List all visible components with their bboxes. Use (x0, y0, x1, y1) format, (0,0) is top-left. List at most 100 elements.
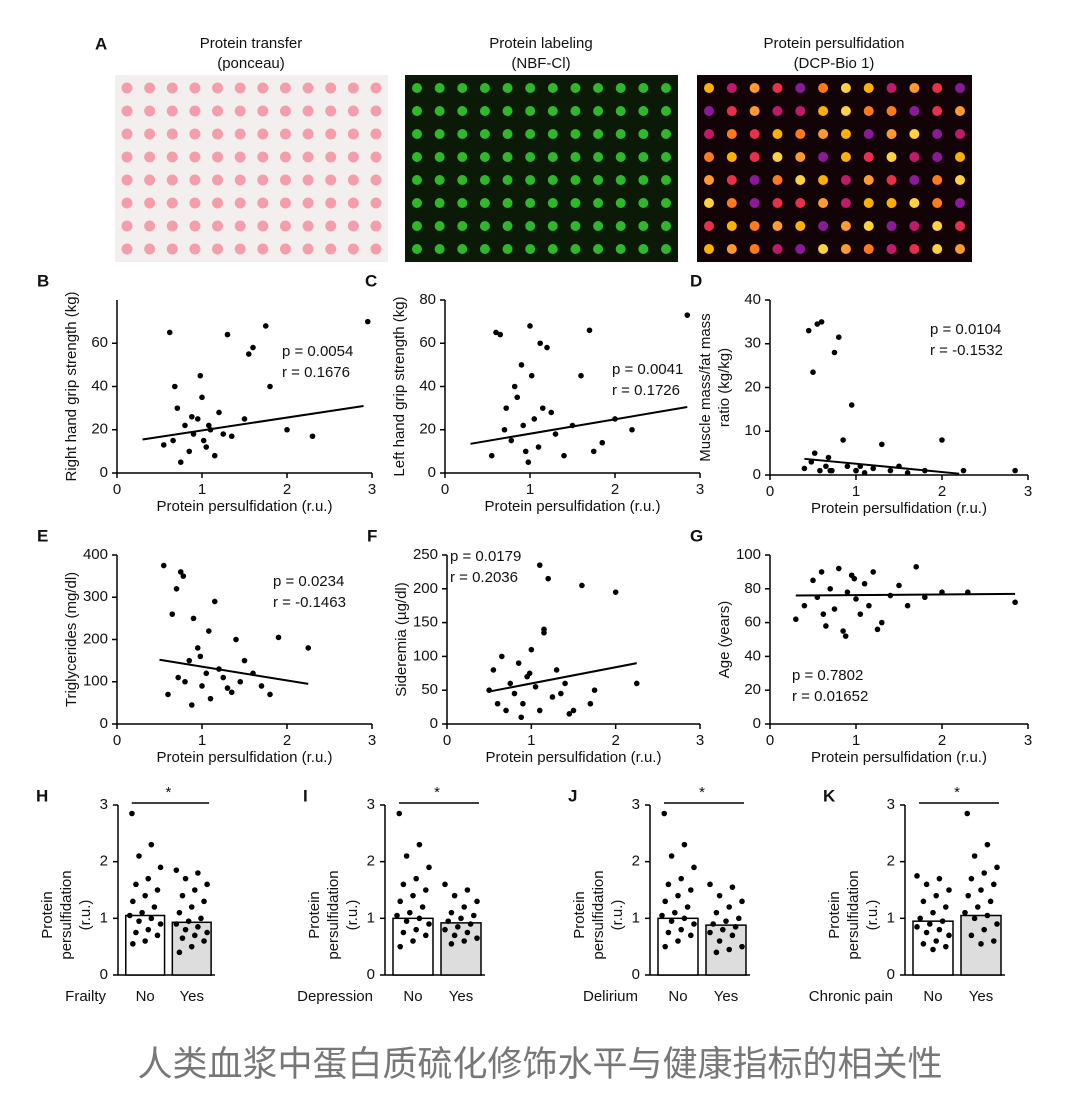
point (200, 437, 207, 444)
point (823, 623, 829, 629)
blot-dot (726, 175, 737, 185)
point (241, 416, 248, 422)
point (691, 921, 697, 927)
y-tick-label: 2 (887, 853, 895, 870)
blot-dot (279, 243, 291, 255)
point (810, 369, 816, 375)
blot-dot (257, 128, 269, 140)
blot-dot (955, 83, 965, 93)
blot-dot (615, 83, 626, 93)
caption: 人类血浆中蛋白质硫化修饰水平与健康指标的相关性 (137, 1045, 942, 1085)
blot-dot (661, 221, 671, 231)
point (175, 674, 181, 681)
point (844, 463, 851, 470)
point (228, 689, 235, 696)
blot-dot (234, 105, 246, 117)
blot-dot (457, 152, 468, 162)
blot-dot (818, 221, 829, 231)
y-axis-label: (r.u.) (609, 900, 626, 931)
blot-dot (818, 175, 829, 185)
blot-dot (795, 221, 806, 231)
point (503, 707, 509, 714)
point (515, 660, 522, 666)
blot-dot (749, 198, 760, 208)
point (811, 450, 818, 456)
point (262, 323, 269, 329)
blot-dot (547, 106, 558, 116)
blot-dot (257, 220, 269, 232)
point (173, 921, 180, 927)
point (203, 670, 210, 677)
blot-dot (749, 129, 760, 139)
point (964, 810, 971, 817)
blot-dot (166, 82, 178, 94)
blot-dot (840, 221, 851, 231)
blot-dot (412, 198, 422, 208)
point (442, 881, 448, 888)
blot-dot (932, 152, 943, 162)
blot-dot (166, 174, 178, 186)
point (245, 351, 252, 357)
point (177, 569, 184, 575)
point (548, 409, 555, 416)
point (130, 898, 136, 905)
point (820, 611, 827, 617)
blot-dot (212, 105, 224, 117)
point (981, 870, 987, 876)
point (145, 926, 152, 933)
blot-dot (479, 244, 490, 254)
panel-label: J (568, 786, 577, 805)
panel-label: D (690, 271, 702, 290)
x-tick-label: 1 (198, 732, 206, 749)
blot-dot (615, 175, 626, 185)
x-axis-label: Protein persulfidation (r.u.) (485, 498, 661, 515)
blot-dot (479, 83, 490, 93)
point (823, 463, 829, 470)
blot-dot (547, 244, 558, 254)
blot-dot (795, 129, 806, 139)
point (831, 606, 838, 612)
blot-dot (212, 82, 224, 94)
point (182, 678, 188, 685)
blot-dot (302, 220, 314, 232)
point (142, 938, 148, 944)
y-tick-label: 0 (100, 464, 108, 481)
y-axis-label: Muscle mass/fat mass (697, 313, 714, 461)
image-title: Protein transfer (200, 35, 303, 52)
x-tick-label: 2 (611, 732, 619, 749)
image-title: Protein labeling (489, 35, 592, 52)
point (629, 426, 635, 433)
y-tick-label: 150 (413, 614, 438, 631)
x-tick-label: 0 (113, 481, 121, 498)
x-tick-label: Yes (969, 988, 993, 1005)
y-tick-label: 100 (736, 546, 761, 563)
blot-dot (121, 128, 133, 140)
x-axis-label: Protein persulfidation (r.u.) (486, 749, 662, 766)
point (148, 915, 155, 922)
blot-dot (726, 129, 737, 139)
point (590, 448, 597, 455)
point (508, 437, 515, 444)
y-tick-label: 3 (100, 796, 108, 813)
point (879, 441, 885, 448)
y-tick-label: 250 (413, 546, 438, 563)
point (201, 938, 207, 944)
y-tick-label: 1 (887, 909, 895, 926)
x-tick-label: 0 (766, 483, 774, 500)
y-axis-label: persulfidation (58, 870, 75, 959)
point (426, 921, 432, 927)
point (558, 690, 564, 697)
point (176, 949, 183, 956)
annotation: p = 0.0104 (930, 321, 1001, 338)
fit-line (159, 658, 309, 685)
blot-dot (370, 220, 382, 232)
point (726, 904, 732, 910)
point (499, 653, 505, 660)
point (920, 898, 927, 905)
blot-dot (144, 128, 156, 140)
y-tick-label: 100 (83, 673, 108, 690)
blot-dot (886, 83, 897, 93)
point (220, 674, 227, 681)
blot-dot (325, 105, 337, 117)
blot-dot (638, 129, 649, 139)
